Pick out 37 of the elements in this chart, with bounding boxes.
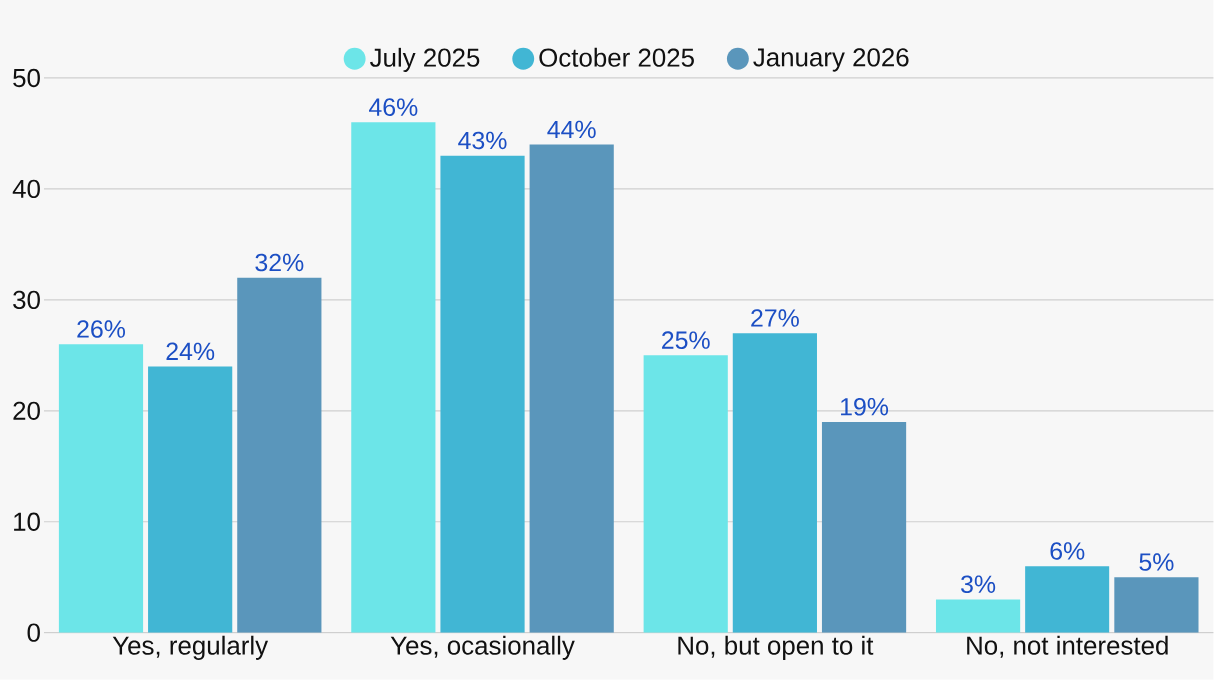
bar	[935, 599, 1021, 633]
legend-label: October 2025	[539, 48, 694, 68]
bar	[58, 344, 144, 633]
data-label: 5%	[1139, 553, 1174, 572]
x-tick-label: No, but open to it	[678, 635, 874, 661]
legend-label: January 2026	[753, 48, 909, 72]
y-tick-label: 0	[27, 623, 40, 643]
data-label: 32%	[255, 253, 304, 272]
bar	[643, 355, 728, 633]
data-label: 3%	[961, 575, 996, 594]
y-tick-label: 20	[13, 401, 40, 421]
y-tick-label: 40	[12, 179, 40, 199]
y-tick-label: 30	[13, 290, 40, 310]
data-label: 26%	[77, 320, 125, 339]
bar	[148, 366, 233, 633]
bar	[821, 422, 907, 633]
x-tick-label: Yes, ocasionally	[390, 635, 575, 661]
data-label: 44%	[547, 120, 596, 139]
data-label: 27%	[751, 309, 799, 327]
bar	[351, 122, 436, 633]
bar	[440, 155, 525, 633]
data-label: 19%	[841, 398, 889, 416]
data-label: 25%	[662, 331, 710, 350]
x-tick-label: Yes, regularly	[112, 635, 269, 661]
data-label: 43%	[458, 131, 507, 150]
data-label: 24%	[166, 342, 215, 361]
data-label: 6%	[1050, 542, 1085, 560]
legend-label: July 2025	[369, 48, 480, 73]
x-tick-label: No, not interested	[967, 635, 1168, 658]
bar	[1114, 577, 1199, 633]
y-tick-label: 10	[14, 512, 40, 532]
bar	[732, 333, 817, 633]
bar	[1025, 566, 1110, 633]
y-tick-label: 50	[13, 68, 40, 88]
bar	[529, 144, 614, 633]
bar	[237, 277, 322, 633]
data-label: 46%	[369, 98, 418, 117]
